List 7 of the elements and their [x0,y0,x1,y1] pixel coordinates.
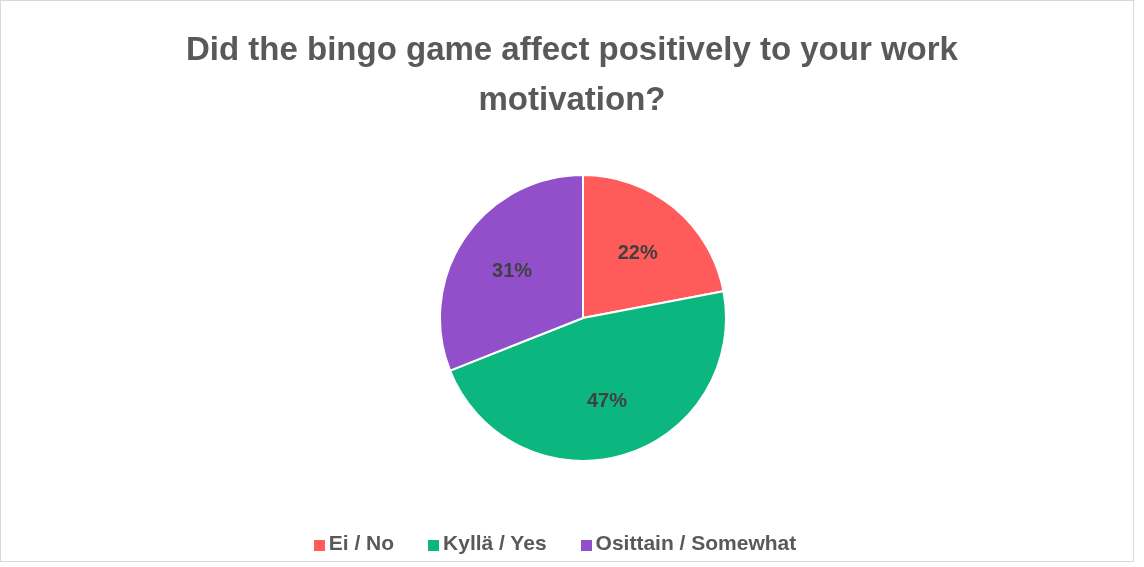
legend-label: Ei / No [328,531,395,554]
legend-label: Osittain / Somewhat [595,531,797,554]
data-label: 22% [617,240,658,263]
chart-title: Did the bingo game affect positively to your work motivation? [185,29,959,119]
data-label: 47% [586,389,628,412]
data-label: 31% [492,258,533,281]
legend-label: Kyllä / Yes [443,531,547,554]
